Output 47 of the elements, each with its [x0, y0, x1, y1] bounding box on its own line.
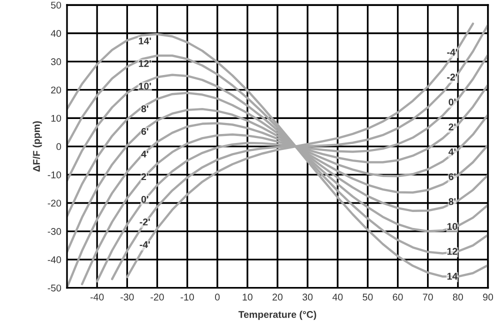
x-tick-label: 10: [242, 294, 252, 301]
annotation: 10: [447, 223, 458, 230]
annotation: 2': [141, 173, 148, 180]
x-tick-label: 20: [272, 294, 283, 301]
annotation: 12': [138, 60, 151, 67]
annotation: 6': [141, 128, 148, 135]
y-tick-label: -40: [48, 256, 62, 264]
x-tick-label: 0: [215, 294, 220, 301]
y-tick-label: -20: [48, 200, 62, 207]
x-tick-label: 40: [332, 294, 343, 301]
annotation: 8': [448, 198, 456, 206]
y-axis-title: ΔF/F (ppm): [32, 121, 42, 172]
x-tick-label: 80: [452, 294, 463, 301]
x-tick-label: -20: [150, 294, 164, 301]
annotation: 0': [141, 196, 148, 203]
annotation: -2': [140, 218, 150, 226]
annotation: 14: [447, 272, 458, 280]
annotation: -2': [447, 74, 458, 80]
y-tick-label: -50: [48, 284, 62, 292]
y-tick-label: 0: [56, 143, 62, 150]
annotation: 4': [141, 150, 148, 158]
annotation: 6': [448, 173, 456, 180]
x-tick-label: -10: [180, 294, 194, 301]
y-tick-label: 40: [50, 30, 62, 37]
annotation: 12: [447, 248, 458, 255]
annotation: -4': [140, 241, 150, 248]
annotation: 14': [138, 38, 151, 44]
annotation: 2': [448, 123, 456, 130]
annotation: 8': [141, 105, 148, 112]
x-tick-label: 50: [362, 294, 373, 301]
x-tick-label: -30: [120, 294, 134, 301]
y-tick-label: 10: [51, 114, 62, 122]
x-tick-label: 70: [422, 294, 433, 301]
x-tick-label: 60: [392, 294, 403, 301]
annotation: 0': [448, 98, 456, 106]
annotation: 4': [448, 148, 456, 156]
x-tick-label: 90: [483, 294, 494, 301]
x-tick-label: -40: [90, 294, 104, 301]
x-tick-label: 30: [302, 294, 313, 301]
y-tick-label: 50: [51, 2, 62, 9]
y-tick-label: -10: [48, 171, 62, 178]
annotation: -4': [447, 48, 458, 56]
y-tick-label: 30: [51, 58, 62, 66]
x-axis-title: Temperature (°C): [238, 310, 316, 320]
annotation: 10': [138, 82, 151, 90]
y-tick-label: 20: [51, 86, 62, 94]
y-tick-label: -30: [48, 228, 62, 235]
